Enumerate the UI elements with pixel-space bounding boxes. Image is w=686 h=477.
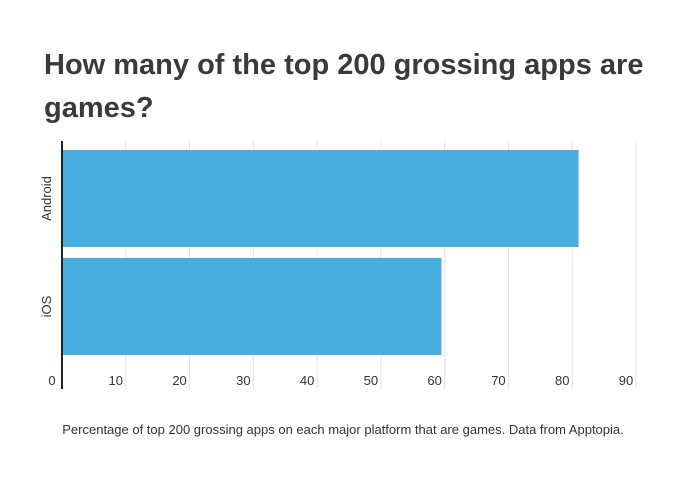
x-tick-label: 40 bbox=[300, 373, 314, 388]
category-labels: Android iOS bbox=[39, 176, 54, 317]
x-tick-label: 10 bbox=[109, 373, 123, 388]
x-tick-label: 80 bbox=[555, 373, 569, 388]
bar-chart: Android iOS 0 10 20 30 40 50 60 70 80 90 bbox=[39, 141, 637, 389]
bar bbox=[63, 258, 442, 355]
x-tick-label: 60 bbox=[427, 373, 441, 388]
chart-caption: Percentage of top 200 grossing apps on e… bbox=[62, 422, 624, 437]
x-tick-label: 90 bbox=[619, 373, 633, 388]
category-label: iOS bbox=[39, 295, 54, 317]
x-tick-label: 30 bbox=[236, 373, 250, 388]
bar bbox=[63, 150, 579, 247]
category-label: Android bbox=[39, 176, 54, 221]
bars bbox=[63, 150, 579, 355]
x-tick-label: 0 bbox=[48, 373, 55, 388]
chart-title: How many of the top 200 grossing apps ar… bbox=[44, 49, 644, 124]
x-tick-label: 70 bbox=[491, 373, 505, 388]
x-tick-labels: 0 10 20 30 40 50 60 70 80 90 bbox=[48, 373, 633, 388]
x-tick-label: 20 bbox=[172, 373, 186, 388]
x-tick-label: 50 bbox=[364, 373, 378, 388]
